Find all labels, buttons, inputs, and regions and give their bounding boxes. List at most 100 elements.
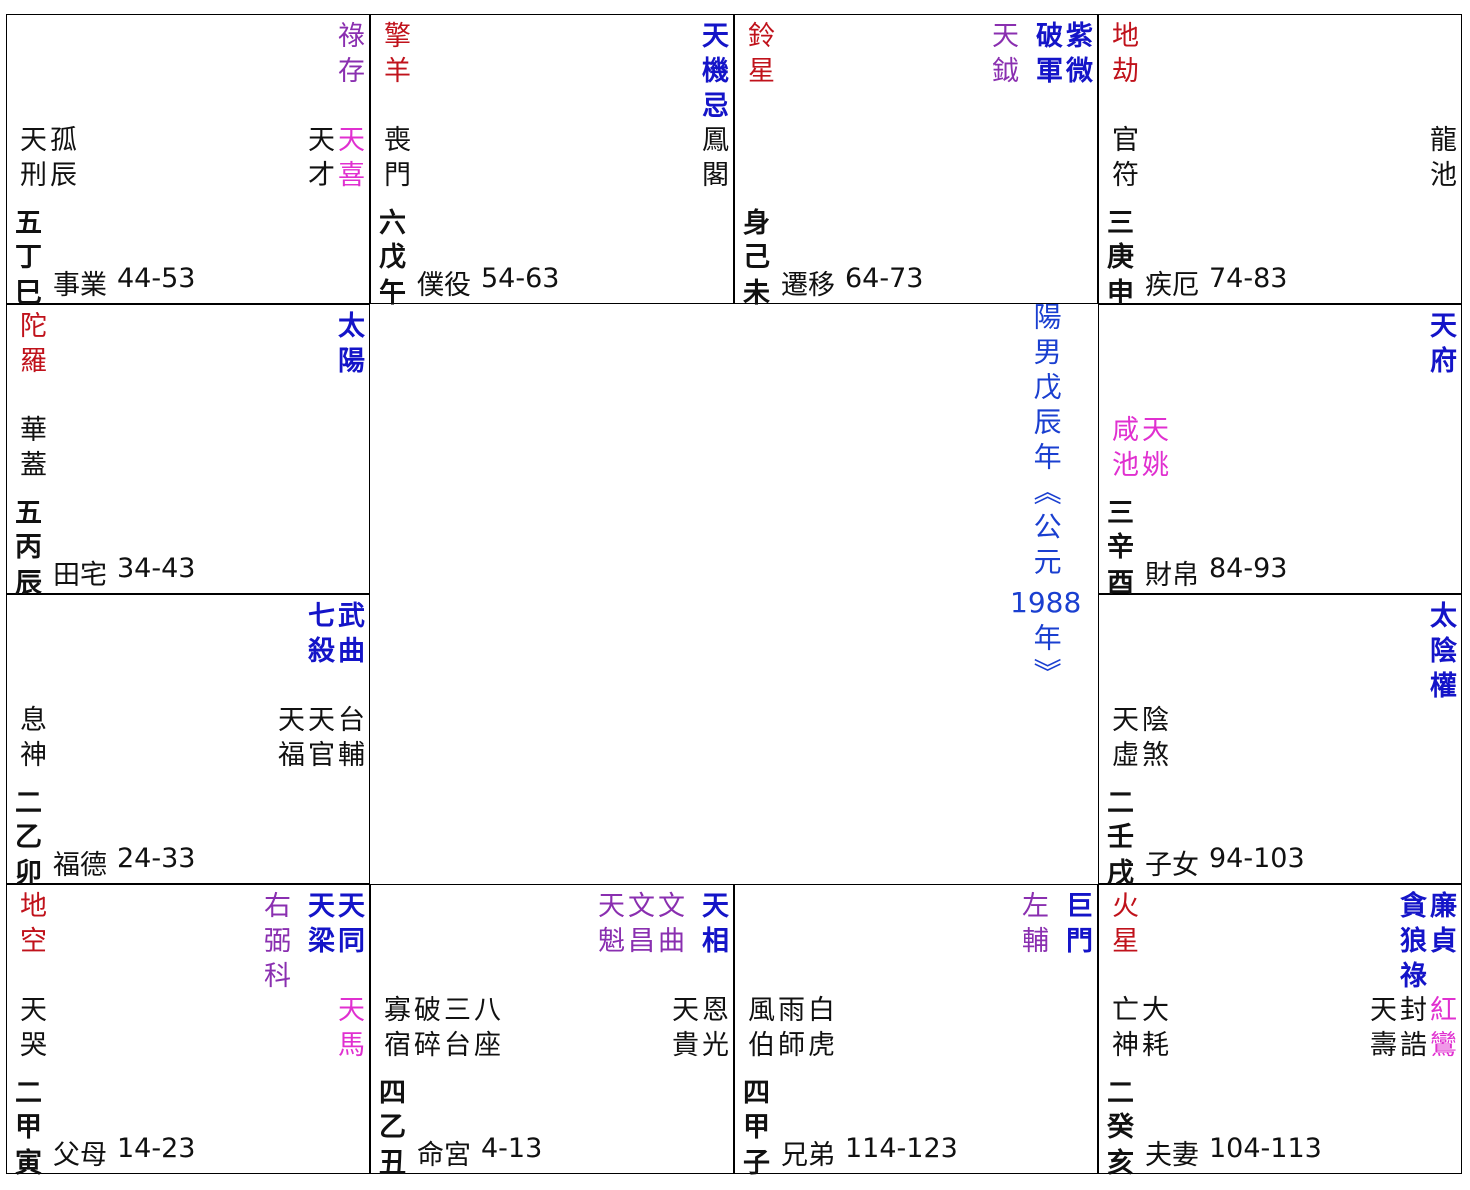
age-range: 84-93 xyxy=(1209,553,1288,584)
palace: 天魁 文昌 文曲 天相 寡宿 破碎 三台 八座 天貴 恩光四乙丑命宮 4-13 xyxy=(370,884,734,1179)
palace: 陀羅 太陽 華蓋五丙辰田宅 34-43 xyxy=(6,304,370,599)
major-star: 武曲 xyxy=(333,601,364,671)
star-group: 擎羊 xyxy=(379,21,410,91)
ju-number: 五 xyxy=(15,498,42,529)
palace: 鈴星 天鉞 破軍 紫微身己未遷移 64-73 xyxy=(734,14,1098,309)
star: 地空 xyxy=(15,891,46,961)
stem: 癸 xyxy=(1107,1112,1134,1143)
major-star-group: 太陽 xyxy=(333,311,364,381)
minor-star: 天才 xyxy=(303,125,334,195)
stem: 己 xyxy=(743,242,770,273)
major-star: 紫微 xyxy=(1061,21,1092,91)
top-right-group: 七殺 武曲 xyxy=(303,601,364,671)
age-range: 114-123 xyxy=(845,1133,958,1164)
minor-star-group: 天魁 文昌 文曲 xyxy=(593,891,684,961)
minor-star: 紅鸞 xyxy=(1425,995,1456,1065)
minor-star-group: 風伯 雨師 白虎 xyxy=(743,995,834,1065)
top-right-group: 天機忌 xyxy=(697,21,728,126)
minor-star: 大耗 xyxy=(1137,995,1168,1065)
top-right-group: 右弼科 天梁 天同 xyxy=(259,891,364,996)
major-star-group: 貪狼祿 廉貞 xyxy=(1395,891,1456,996)
age-range: 44-53 xyxy=(117,263,196,294)
minor-star: 龍池 xyxy=(1425,125,1456,195)
top-right-group: 天鉞 破軍 紫微 xyxy=(987,21,1092,91)
minor-star: 官符 xyxy=(1107,125,1138,195)
minor-star: 息神 xyxy=(15,705,46,775)
major-star-group: 天梁 天同 xyxy=(303,891,364,996)
palace: 地空 右弼科 天梁 天同 天哭 天馬二甲寅父母 14-23 xyxy=(6,884,370,1179)
minor-star: 文昌 xyxy=(623,891,654,961)
ju-number: 身 xyxy=(743,208,770,239)
palace-name: 僕役 xyxy=(417,270,471,301)
minor-star-group: 喪門 xyxy=(379,125,410,195)
minor-star-group: 息神 xyxy=(15,705,46,775)
major-star: 破軍 xyxy=(1031,21,1062,91)
branch: 子 xyxy=(743,1148,770,1179)
minor-star-group: 右弼科 xyxy=(259,891,290,996)
branch: 寅 xyxy=(15,1148,42,1179)
star-group: 地空 xyxy=(15,891,46,961)
minor-star: 鳳閣 xyxy=(697,125,728,195)
minor-star-group: 天貴 恩光 xyxy=(667,995,728,1065)
minor-star: 天喜 xyxy=(333,125,364,195)
minor-star: 雨師 xyxy=(773,995,804,1065)
minor-star-group: 鳳閣 xyxy=(697,125,728,195)
minor-star-group: 天福 天官 台輔 xyxy=(273,705,364,775)
major-star-group: 巨門 xyxy=(1061,891,1092,961)
minor-star-group: 天虛 陰煞 xyxy=(1107,705,1168,775)
stem: 丙 xyxy=(15,532,42,563)
branch: 戌 xyxy=(1107,858,1134,889)
ju-number: 二 xyxy=(1107,1078,1134,1109)
center-text: 陽男戊辰年《公元 xyxy=(1029,302,1063,582)
major-star: 天相 xyxy=(697,891,728,961)
minor-star: 天魁 xyxy=(593,891,624,961)
minor-star-group: 龍池 xyxy=(1425,125,1456,195)
palace: 天府 咸池 天姚三辛酉財帛 84-93 xyxy=(1098,304,1462,599)
minor-star: 封誥 xyxy=(1395,995,1426,1065)
minor-star-group: 寡宿 破碎 三台 八座 xyxy=(379,995,500,1065)
major-star-group: 七殺 武曲 xyxy=(303,601,364,671)
palace-name: 疾厄 xyxy=(1145,270,1199,301)
minor-star: 陰煞 xyxy=(1137,705,1168,775)
stem: 辛 xyxy=(1107,532,1134,563)
minor-star-group: 華蓋 xyxy=(15,415,46,485)
palace-name: 田宅 xyxy=(53,560,107,591)
palace-name: 遷移 xyxy=(781,270,835,301)
major-star: 廉貞 xyxy=(1425,891,1456,961)
palace: 地劫 官符 龍池三庚申疾厄 74-83 xyxy=(1098,14,1462,309)
minor-star: 天虛 xyxy=(1107,705,1138,775)
stem: 戊 xyxy=(379,242,406,273)
top-right-group: 太陽 xyxy=(333,311,364,381)
minor-star: 孤辰 xyxy=(45,125,76,195)
minor-star: 天姚 xyxy=(1137,415,1168,485)
top-right-group: 祿存 xyxy=(333,21,364,91)
stem: 丁 xyxy=(15,242,42,273)
palace: 太陰權 天虛 陰煞二壬戌子女 94-103 xyxy=(1098,594,1462,889)
star: 陀羅 xyxy=(15,311,46,381)
branch: 午 xyxy=(379,278,406,309)
minor-star: 亡神 xyxy=(1107,995,1138,1065)
star-group: 鈴星 xyxy=(743,21,774,91)
palace-name: 子女 xyxy=(1145,850,1199,881)
star: 火星 xyxy=(1107,891,1138,961)
minor-star: 風伯 xyxy=(743,995,774,1065)
stem: 乙 xyxy=(379,1112,406,1143)
star-group: 地劫 xyxy=(1107,21,1138,91)
minor-star: 天哭 xyxy=(15,995,46,1065)
minor-star: 天壽 xyxy=(1365,995,1396,1065)
minor-star-group: 咸池 天姚 xyxy=(1107,415,1168,485)
major-star-group: 天相 xyxy=(697,891,728,961)
stem: 甲 xyxy=(743,1112,770,1143)
minor-star: 咸池 xyxy=(1107,415,1138,485)
top-right-group: 左輔 巨門 xyxy=(1017,891,1092,961)
palace: 七殺 武曲 息神 天福 天官 台輔二乙卯福德 24-33 xyxy=(6,594,370,889)
major-star-group: 天府 xyxy=(1425,311,1456,381)
ju-number: 六 xyxy=(379,208,406,239)
major-star-group: 天機忌 xyxy=(697,21,728,126)
age-range: 14-23 xyxy=(117,1133,196,1164)
minor-star-group: 天刑 孤辰 xyxy=(15,125,76,195)
branch: 卯 xyxy=(15,858,42,889)
ju-number: 三 xyxy=(1107,498,1134,529)
ju-number: 二 xyxy=(15,788,42,819)
star: 擎羊 xyxy=(379,21,410,91)
